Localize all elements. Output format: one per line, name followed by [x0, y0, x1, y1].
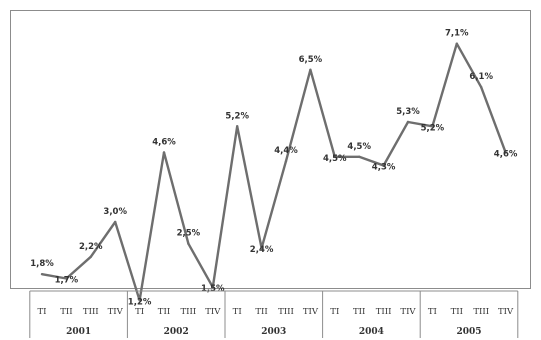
quarter-tick-label: TI — [233, 307, 242, 317]
data-label: 1,2% — [128, 297, 152, 307]
data-point — [480, 86, 483, 89]
chart-frame — [10, 10, 531, 289]
data-label: 1,7% — [55, 276, 79, 286]
data-label: 4,5% — [347, 142, 371, 152]
quarter-tick-label: TIV — [205, 307, 221, 317]
data-point — [333, 155, 336, 158]
year-label: 2002 — [164, 327, 189, 337]
quarter-tick-label: TI — [135, 307, 144, 317]
data-point — [236, 125, 239, 128]
quarter-tick-label: TIV — [108, 307, 124, 317]
quarter-tick-label: TIII — [278, 307, 294, 317]
data-point — [309, 68, 312, 72]
data-point — [260, 246, 263, 250]
data-point — [211, 286, 214, 289]
data-label: 5,2% — [225, 111, 249, 121]
quarter-tick-label: TII — [60, 307, 72, 317]
data-point — [162, 151, 166, 154]
data-point — [65, 277, 68, 280]
quarter-tick-label: TIII — [376, 307, 392, 317]
data-point — [504, 151, 507, 154]
year-label: 2001 — [66, 327, 91, 337]
data-point — [187, 242, 190, 245]
data-label: 7,1% — [445, 29, 469, 39]
data-label: 4,5% — [323, 154, 347, 164]
quarter-tick-label: TI — [37, 307, 46, 317]
series-line — [41, 42, 507, 302]
data-point — [40, 272, 44, 276]
data-label: 2,2% — [79, 242, 103, 252]
quarter-tick-label: TII — [158, 307, 170, 317]
data-label: 5,2% — [421, 123, 445, 133]
data-point — [406, 120, 410, 124]
x-axis: TI TII TIII TIV 2001 TI TII TIII TIV 2002 TI TII TII… — [29, 290, 519, 338]
data-point — [382, 164, 385, 167]
data-point — [284, 159, 288, 163]
data-label: 4,6% — [494, 149, 518, 159]
data-label: 5,3% — [396, 107, 420, 117]
data-label: 1,8% — [30, 259, 54, 269]
data-point — [138, 299, 141, 302]
year-label: 2005 — [456, 327, 481, 337]
quarter-tick-label: TIII — [181, 307, 197, 317]
data-label: 4,4% — [274, 146, 298, 156]
data-point — [114, 220, 117, 224]
quarter-tick-label: TII — [255, 307, 267, 317]
data-point — [455, 42, 458, 45]
data-label: 3,0% — [103, 207, 127, 217]
data-label: 1,5% — [201, 284, 225, 294]
quarter-tick-label: TIV — [303, 307, 319, 317]
data-label: 6,5% — [299, 55, 323, 65]
data-label: 6,1% — [469, 72, 493, 82]
quarter-tick-label: TIII — [473, 307, 489, 317]
year-label: 2003 — [261, 327, 286, 337]
quarter-tick-label: TII — [353, 307, 365, 317]
data-label: 2,5% — [177, 229, 201, 239]
data-point — [358, 155, 361, 158]
quarter-tick-label: TIV — [498, 307, 514, 317]
quarter-tick-label: TIV — [400, 307, 416, 317]
quarter-tick-label: TII — [451, 307, 463, 317]
quarter-tick-label: TI — [330, 307, 339, 317]
quarter-tick-label: TIII — [83, 307, 99, 317]
quarter-tick-label: TI — [428, 307, 437, 317]
data-label: 4,6% — [152, 137, 176, 147]
year-label: 2004 — [359, 327, 384, 337]
plot-area: 1,8%1,7% 2,2% 3,0% 1,2% 4,6% 2,5% 1,5% 5,2% 2,4%… — [30, 29, 518, 308]
data-label: 2,4% — [250, 245, 274, 255]
data-point — [89, 255, 93, 258]
data-point — [431, 125, 434, 128]
data-label: 4,3% — [372, 162, 396, 172]
